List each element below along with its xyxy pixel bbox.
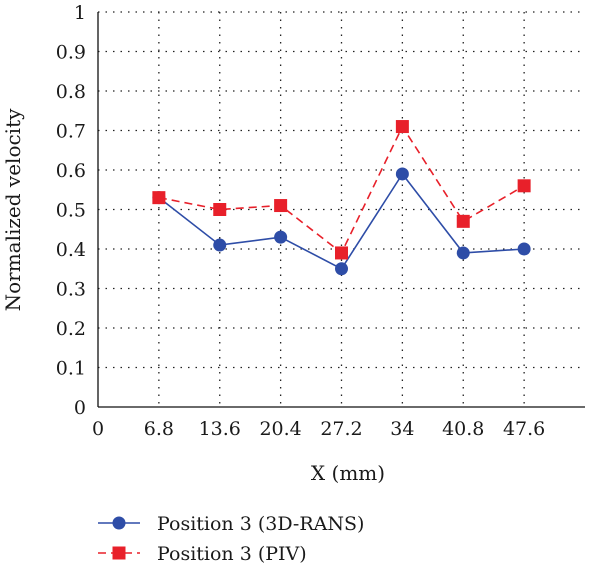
y-axis-label: Normalized velocity (1, 108, 25, 312)
x-tick-label: 6.8 (144, 418, 174, 440)
data-point-marker (335, 246, 348, 260)
x-tick-label: 40.8 (442, 418, 484, 440)
x-tick-label: 13.6 (199, 418, 241, 440)
data-point-marker (152, 191, 166, 205)
y-tick-label: 0 (74, 397, 86, 419)
data-point-marker (395, 167, 409, 181)
y-tick-label: 0.5 (56, 200, 86, 222)
legend-label-0: Position 3 (3D-RANS) (157, 513, 364, 535)
series-line-1 (158, 124, 525, 255)
data-point-marker (395, 120, 409, 134)
legend-marker-0 (112, 516, 126, 530)
series-group (152, 120, 531, 276)
y-tick-label: 0.6 (56, 160, 86, 182)
x-tick-labels: 0 6.8 13.6 20.4 27.2 34 40.8 47.6 (92, 418, 545, 440)
data-point-marker (517, 179, 531, 193)
y-tick-label: 0.3 (56, 279, 86, 301)
x-tick-label: 27.2 (320, 418, 362, 440)
x-tick-label: 47.6 (503, 418, 545, 440)
y-tick-label: 0.2 (56, 318, 86, 340)
data-point-marker (274, 230, 288, 244)
y-tick-label: 0.9 (56, 42, 86, 64)
x-axis-label: X (mm) (311, 461, 385, 485)
data-point-marker (213, 203, 227, 216)
y-tick-label: 0.7 (56, 121, 86, 143)
data-point-marker (456, 214, 470, 228)
y-tick-label: 0.4 (56, 239, 86, 261)
y-tick-label: 0.1 (56, 358, 86, 380)
data-point-marker (213, 238, 227, 252)
x-tick-label: 20.4 (259, 418, 301, 440)
data-point-marker (274, 199, 288, 213)
legend-label-1: Position 3 (PIV) (157, 543, 307, 565)
y-tick-labels: 0 0.1 0.2 0.3 0.4 0.5 0.6 0.7 0.8 0.9 1 (56, 2, 86, 419)
data-point-marker (335, 262, 348, 276)
y-tick-label: 0.8 (56, 81, 86, 103)
x-tick-label: 34 (390, 418, 414, 440)
legend: Position 3 (3D-RANS) Position 3 (PIV) (98, 513, 364, 565)
y-tick-label: 1 (74, 2, 86, 24)
legend-marker-1 (112, 546, 126, 560)
data-point-marker (517, 242, 531, 256)
axes (97, 12, 585, 408)
x-tick-label: 0 (92, 418, 104, 440)
data-point-marker (456, 246, 470, 260)
gridlines (98, 11, 585, 407)
